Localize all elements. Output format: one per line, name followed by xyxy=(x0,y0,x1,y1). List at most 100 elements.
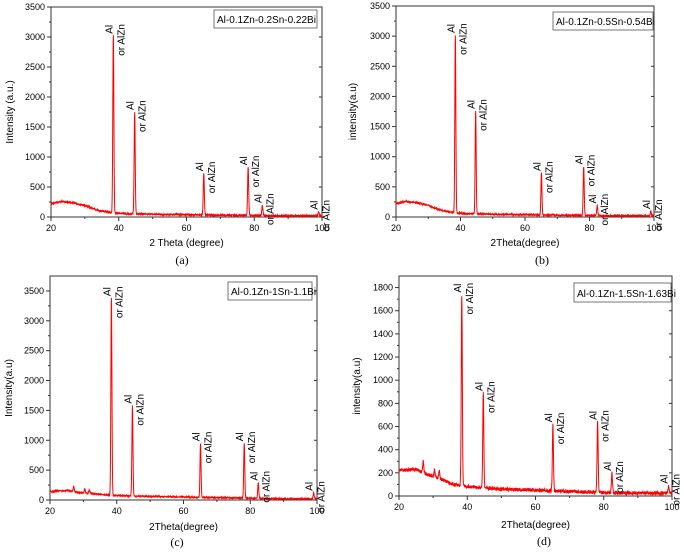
peak-label-alzn: or AlZn xyxy=(247,432,258,464)
panel-caption: (b) xyxy=(535,253,549,267)
peak-label-al: Al xyxy=(660,475,671,484)
peak-label-alzn: or AlZn xyxy=(265,193,276,225)
peak-label-alzn: or AlZn xyxy=(114,286,125,318)
peak-label-alzn: or AlZn xyxy=(458,23,469,55)
y-axis-label: Intensity (a.u.) xyxy=(5,80,16,143)
x-tick-label: 40 xyxy=(455,223,465,233)
chart-panel-c: 20 40 60 80 10005001000150020002500300035002… xyxy=(4,275,328,549)
peak-label-al: Al xyxy=(239,156,250,165)
y-tick-label: 1000 xyxy=(24,435,44,445)
y-tick-label: 400 xyxy=(378,445,393,455)
peak-label-alzn: or AlZn xyxy=(135,394,146,426)
peak-label-al: Al xyxy=(446,24,457,33)
y-tick-label: 3000 xyxy=(25,32,45,42)
peak-label-alzn: or AlZn xyxy=(672,474,683,506)
x-tick-label: 60 xyxy=(530,502,540,512)
peak-label-alzn: or AlZn xyxy=(322,200,333,232)
legend-label: Al-0.1Zn-1.5Sn-1.63Bi xyxy=(577,289,676,300)
peak-label-al: Al xyxy=(123,395,134,404)
peak-label-alzn: or AlZn xyxy=(207,162,218,194)
peak-label-al: Al xyxy=(589,411,600,420)
peak-label-alzn: or AlZn xyxy=(600,194,611,226)
y-tick-label: 1500 xyxy=(25,122,45,132)
y-tick-label: 0 xyxy=(388,491,393,501)
panel-caption: (a) xyxy=(175,253,188,267)
chart-panel-b: 20 40 60 80 10005001000150020002500300035002… xyxy=(348,1,665,267)
y-tick-label: 1000 xyxy=(25,152,45,162)
plot-frame xyxy=(398,275,673,497)
plot-frame xyxy=(395,5,655,218)
peak-label-al: Al xyxy=(305,482,316,491)
y-tick-label: 0 xyxy=(385,212,390,222)
y-tick-label: 2000 xyxy=(25,92,45,102)
peak-label-al: Al xyxy=(102,287,113,296)
y-tick-label: 3500 xyxy=(24,286,44,296)
peak-label-al: Al xyxy=(192,432,203,441)
chart-panel-d: 20 40 60 80 10002004006008001000120014001600… xyxy=(352,275,683,548)
y-tick-label: 2000 xyxy=(370,91,390,101)
peak-label-alzn: or AlZn xyxy=(615,461,626,493)
y-tick-label: 500 xyxy=(29,465,44,475)
legend-box xyxy=(552,11,654,31)
x-axis-label: 2Theta(degree) xyxy=(501,520,570,531)
y-tick-label: 200 xyxy=(378,468,393,478)
chart-panel-a: 20 40 60 80 10005001000150020002500300035002… xyxy=(5,2,333,267)
y-tick-label: 600 xyxy=(378,422,393,432)
x-tick-label: 80 xyxy=(584,223,594,233)
x-tick-label: 100 xyxy=(314,223,329,233)
x-axis-label: 2Theta(degree) xyxy=(149,522,218,533)
peak-label-al: Al xyxy=(474,382,485,391)
xrd-trace xyxy=(49,297,318,501)
x-tick-label: 60 xyxy=(181,223,191,233)
peak-label-al: Al xyxy=(104,25,115,34)
plot-frame xyxy=(50,6,323,218)
x-tick-label: 40 xyxy=(114,223,124,233)
x-tick-label: 100 xyxy=(646,223,661,233)
y-tick-label: 1600 xyxy=(373,306,393,316)
peak-label-alzn: or AlZn xyxy=(204,432,215,464)
y-tick-label: 1800 xyxy=(373,283,393,293)
peak-label-alzn: or AlZn xyxy=(317,481,328,513)
y-tick-label: 3500 xyxy=(25,2,45,12)
y-tick-label: 0 xyxy=(39,495,44,505)
y-axis-label: intensity(a.u) xyxy=(348,83,359,140)
x-tick-label: 100 xyxy=(664,502,679,512)
peak-label-al: Al xyxy=(642,200,653,209)
peak-label-alzn: or AlZn xyxy=(479,99,490,131)
x-tick-label: 80 xyxy=(245,506,255,516)
peak-label-alzn: or AlZn xyxy=(486,381,497,413)
y-tick-label: 1500 xyxy=(24,405,44,415)
peak-label-alzn: or AlZn xyxy=(251,156,262,188)
panel-caption: (c) xyxy=(170,535,183,549)
xrd-trace xyxy=(395,35,655,219)
peak-label-al: Al xyxy=(588,195,599,204)
legend-box xyxy=(213,9,318,29)
peak-label-alzn: or AlZn xyxy=(654,199,665,231)
peak-label-al: Al xyxy=(310,201,321,210)
y-tick-label: 2500 xyxy=(370,61,390,71)
peak-label-alzn: or AlZn xyxy=(465,283,476,315)
x-tick-label: 60 xyxy=(520,223,530,233)
y-tick-label: 500 xyxy=(30,182,45,192)
x-tick-label: 40 xyxy=(112,506,122,516)
x-tick-label: 40 xyxy=(462,502,472,512)
peak-label-alzn: or AlZn xyxy=(601,410,612,442)
y-tick-label: 3500 xyxy=(370,1,390,11)
peak-label-al: Al xyxy=(603,462,614,471)
peak-label-alzn: or AlZn xyxy=(261,471,272,503)
x-tick-label: 20 xyxy=(45,506,55,516)
peak-label-al: Al xyxy=(544,413,555,422)
x-tick-label: 60 xyxy=(178,506,188,516)
x-tick-label: 20 xyxy=(46,223,56,233)
y-tick-label: 1000 xyxy=(373,375,393,385)
y-tick-label: 1400 xyxy=(373,329,393,339)
legend-box xyxy=(573,282,672,303)
xrd-trace xyxy=(50,35,323,219)
y-axis-label: intensity(a.u) xyxy=(352,357,363,414)
peak-label-al: Al xyxy=(126,101,137,110)
peak-label-al: Al xyxy=(195,162,206,171)
y-tick-label: 3000 xyxy=(370,31,390,41)
peak-label-alzn: or AlZn xyxy=(556,413,567,445)
legend-label: Al-0.1Zn-0.5Sn-0.54Bi xyxy=(556,17,655,28)
